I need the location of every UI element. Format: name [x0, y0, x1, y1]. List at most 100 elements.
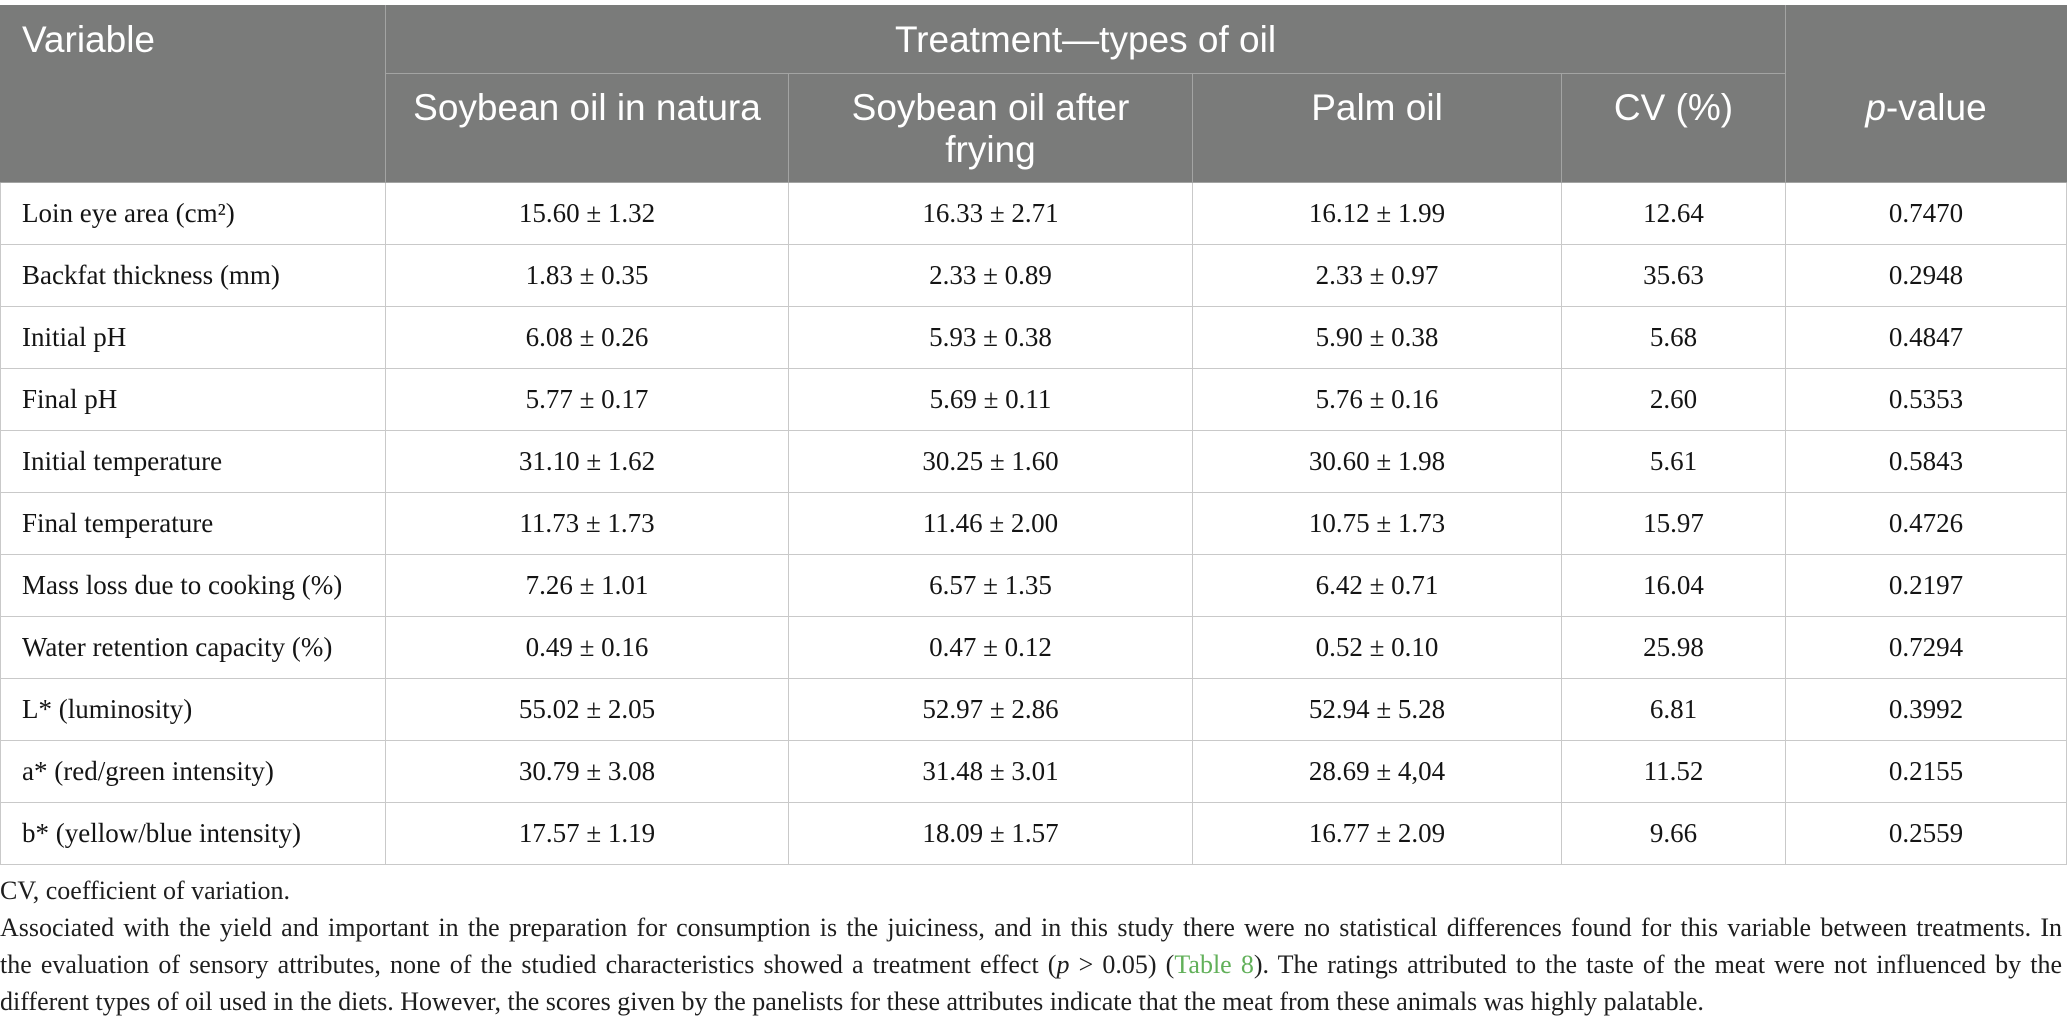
- cell-soybean-oil-after-frying: 5.93 ± 0.38: [788, 306, 1193, 369]
- cell-variable: Final pH: [0, 368, 386, 431]
- cell-p-value: 0.2559: [1785, 802, 2067, 865]
- cell-palm-oil: 10.75 ± 1.73: [1192, 492, 1562, 555]
- cell-palm-oil: 5.90 ± 0.38: [1192, 306, 1562, 369]
- cell-variable: L* (luminosity): [0, 678, 386, 741]
- cell-soybean-oil-after-frying: 5.69 ± 0.11: [788, 368, 1193, 431]
- paragraph-text: the evaluation of sensory attributes, no…: [0, 950, 1057, 979]
- cell-soybean-oil-after-frying: 11.46 ± 2.00: [788, 492, 1193, 555]
- cell-p-value: 0.5843: [1785, 430, 2067, 493]
- table-header: Variable Treatment—types of oil Soybean …: [0, 5, 2067, 183]
- cell-cv: 5.61: [1561, 430, 1786, 493]
- header-cv: CV (%): [1561, 73, 1786, 183]
- cell-cv: 11.52: [1561, 740, 1786, 803]
- cell-soybean-oil-in-natura: 6.08 ± 0.26: [385, 306, 789, 369]
- paragraph-text: > 0.05) (: [1069, 950, 1175, 979]
- cell-variable: b* (yellow/blue intensity): [0, 802, 386, 865]
- table-row: Final temperature 11.73 ± 1.73 11.46 ± 2.0…: [0, 492, 2067, 555]
- cell-soybean-oil-in-natura: 55.02 ± 2.05: [385, 678, 789, 741]
- cell-soybean-oil-after-frying: 0.47 ± 0.12: [788, 616, 1193, 679]
- header-row-columns: Soybean oil in natura Soybean oil after …: [1, 73, 2067, 183]
- cell-p-value: 0.7294: [1785, 616, 2067, 679]
- cell-cv: 5.68: [1561, 306, 1786, 369]
- cell-variable: Mass loss due to cooking (%): [0, 554, 386, 617]
- cell-soybean-oil-in-natura: 31.10 ± 1.62: [385, 430, 789, 493]
- cell-p-value: 0.2197: [1785, 554, 2067, 617]
- cell-p-value: 0.7470: [1785, 182, 2067, 245]
- cell-variable: a* (red/green intensity): [0, 740, 386, 803]
- table-row: L* (luminosity) 55.02 ± 2.05 52.97 ± 2.86 5…: [0, 678, 2067, 741]
- paragraph-text: ). The ratings attributed to the taste o…: [1253, 950, 2062, 979]
- header-blank-cell: [1785, 5, 2067, 74]
- cell-cv: 9.66: [1561, 802, 1786, 865]
- cell-palm-oil: 52.94 ± 5.28: [1192, 678, 1562, 741]
- header-soybean-oil-after-frying-label: Soybean oil after frying: [851, 87, 1130, 170]
- header-soybean-oil-in-natura: Soybean oil in natura: [385, 73, 789, 183]
- cell-p-value: 0.4847: [1785, 306, 2067, 369]
- header-treatment-spanner: Treatment—types of oil: [385, 5, 1786, 74]
- cell-soybean-oil-in-natura: 7.26 ± 1.01: [385, 554, 789, 617]
- cell-soybean-oil-after-frying: 18.09 ± 1.57: [788, 802, 1193, 865]
- cell-variable: Final temperature: [0, 492, 386, 555]
- cell-cv: 6.81: [1561, 678, 1786, 741]
- cell-p-value: 0.2155: [1785, 740, 2067, 803]
- cell-cv: 2.60: [1561, 368, 1786, 431]
- cell-cv: 12.64: [1561, 182, 1786, 245]
- table-row: Initial temperature 31.10 ± 1.62 30.25 ± 1…: [0, 430, 2067, 493]
- header-p-value: p-value: [1785, 73, 2067, 183]
- cell-palm-oil: 5.76 ± 0.16: [1192, 368, 1562, 431]
- p-symbol: p: [1865, 86, 1886, 128]
- cell-palm-oil: 0.52 ± 0.10: [1192, 616, 1562, 679]
- table-footnotes: CV, coefficient of variation. Associated…: [0, 872, 2062, 1020]
- cell-palm-oil: 16.12 ± 1.99: [1192, 182, 1562, 245]
- cell-soybean-oil-in-natura: 11.73 ± 1.73: [385, 492, 789, 555]
- table-row: Initial pH 6.08 ± 0.26 5.93 ± 0.38 5.90 ± 0…: [0, 306, 2067, 369]
- cell-variable: Initial temperature: [0, 430, 386, 493]
- cell-soybean-oil-after-frying: 6.57 ± 1.35: [788, 554, 1193, 617]
- cell-variable: Loin eye area (cm²): [0, 182, 386, 245]
- table-row: b* (yellow/blue intensity) 17.57 ± 1.19 18…: [0, 802, 2067, 865]
- cell-variable: Initial pH: [0, 306, 386, 369]
- header-row-spanner: Variable Treatment—types of oil: [0, 5, 2067, 183]
- cell-palm-oil: 30.60 ± 1.98: [1192, 430, 1562, 493]
- paragraph-line-2: the evaluation of sensory attributes, no…: [0, 946, 2062, 983]
- cell-p-value: 0.5353: [1785, 368, 2067, 431]
- cell-soybean-oil-after-frying: 52.97 ± 2.86: [788, 678, 1193, 741]
- p-value-suffix: -value: [1885, 86, 1987, 128]
- table-8-link[interactable]: Table 8: [1174, 950, 1254, 979]
- cell-soybean-oil-in-natura: 5.77 ± 0.17: [385, 368, 789, 431]
- table-row: Loin eye area (cm²) 15.60 ± 1.32 16.33 ± 2…: [0, 182, 2067, 245]
- cell-variable: Backfat thickness (mm): [0, 244, 386, 307]
- cell-cv: 25.98: [1561, 616, 1786, 679]
- cell-palm-oil: 2.33 ± 0.97: [1192, 244, 1562, 307]
- cell-soybean-oil-in-natura: 15.60 ± 1.32: [385, 182, 789, 245]
- cell-p-value: 0.4726: [1785, 492, 2067, 555]
- cell-cv: 16.04: [1561, 554, 1786, 617]
- cell-p-value: 0.3992: [1785, 678, 2067, 741]
- cell-soybean-oil-in-natura: 1.83 ± 0.35: [385, 244, 789, 307]
- cell-cv: 35.63: [1561, 244, 1786, 307]
- table-row: Water retention capacity (%) 0.49 ± 0.16 0…: [0, 616, 2067, 679]
- table-row: a* (red/green intensity) 30.79 ± 3.08 31.4…: [0, 740, 2067, 803]
- cell-cv: 15.97: [1561, 492, 1786, 555]
- table-row: Final pH 5.77 ± 0.17 5.69 ± 0.11 5.76 ± 0.1…: [0, 368, 2067, 431]
- header-palm-oil: Palm oil: [1192, 73, 1562, 183]
- cell-soybean-oil-after-frying: 30.25 ± 1.60: [788, 430, 1193, 493]
- paragraph-line-1: Associated with the yield and important …: [0, 913, 2062, 942]
- table-body: Loin eye area (cm²) 15.60 ± 1.32 16.33 ± 2…: [0, 182, 2067, 865]
- header-variable: Variable: [0, 5, 386, 183]
- table-row: Mass loss due to cooking (%) 7.26 ± 1.01 6…: [0, 554, 2067, 617]
- paragraph-line-3: different types of oil used in the diets…: [0, 987, 1704, 1016]
- abbreviation-note: CV, coefficient of variation.: [0, 876, 291, 905]
- cell-palm-oil: 16.77 ± 2.09: [1192, 802, 1562, 865]
- cell-soybean-oil-in-natura: 0.49 ± 0.16: [385, 616, 789, 679]
- results-table: Variable Treatment—types of oil Soybean …: [0, 5, 2067, 865]
- cell-palm-oil: 6.42 ± 0.71: [1192, 554, 1562, 617]
- cell-soybean-oil-after-frying: 2.33 ± 0.89: [788, 244, 1193, 307]
- cell-soybean-oil-after-frying: 31.48 ± 3.01: [788, 740, 1193, 803]
- cell-p-value: 0.2948: [1785, 244, 2067, 307]
- cell-soybean-oil-in-natura: 17.57 ± 1.19: [385, 802, 789, 865]
- cell-variable: Water retention capacity (%): [0, 616, 386, 679]
- table-row: Backfat thickness (mm) 1.83 ± 0.35 2.33 ± …: [0, 244, 2067, 307]
- cell-soybean-oil-in-natura: 30.79 ± 3.08: [385, 740, 789, 803]
- p-symbol: p: [1056, 950, 1070, 979]
